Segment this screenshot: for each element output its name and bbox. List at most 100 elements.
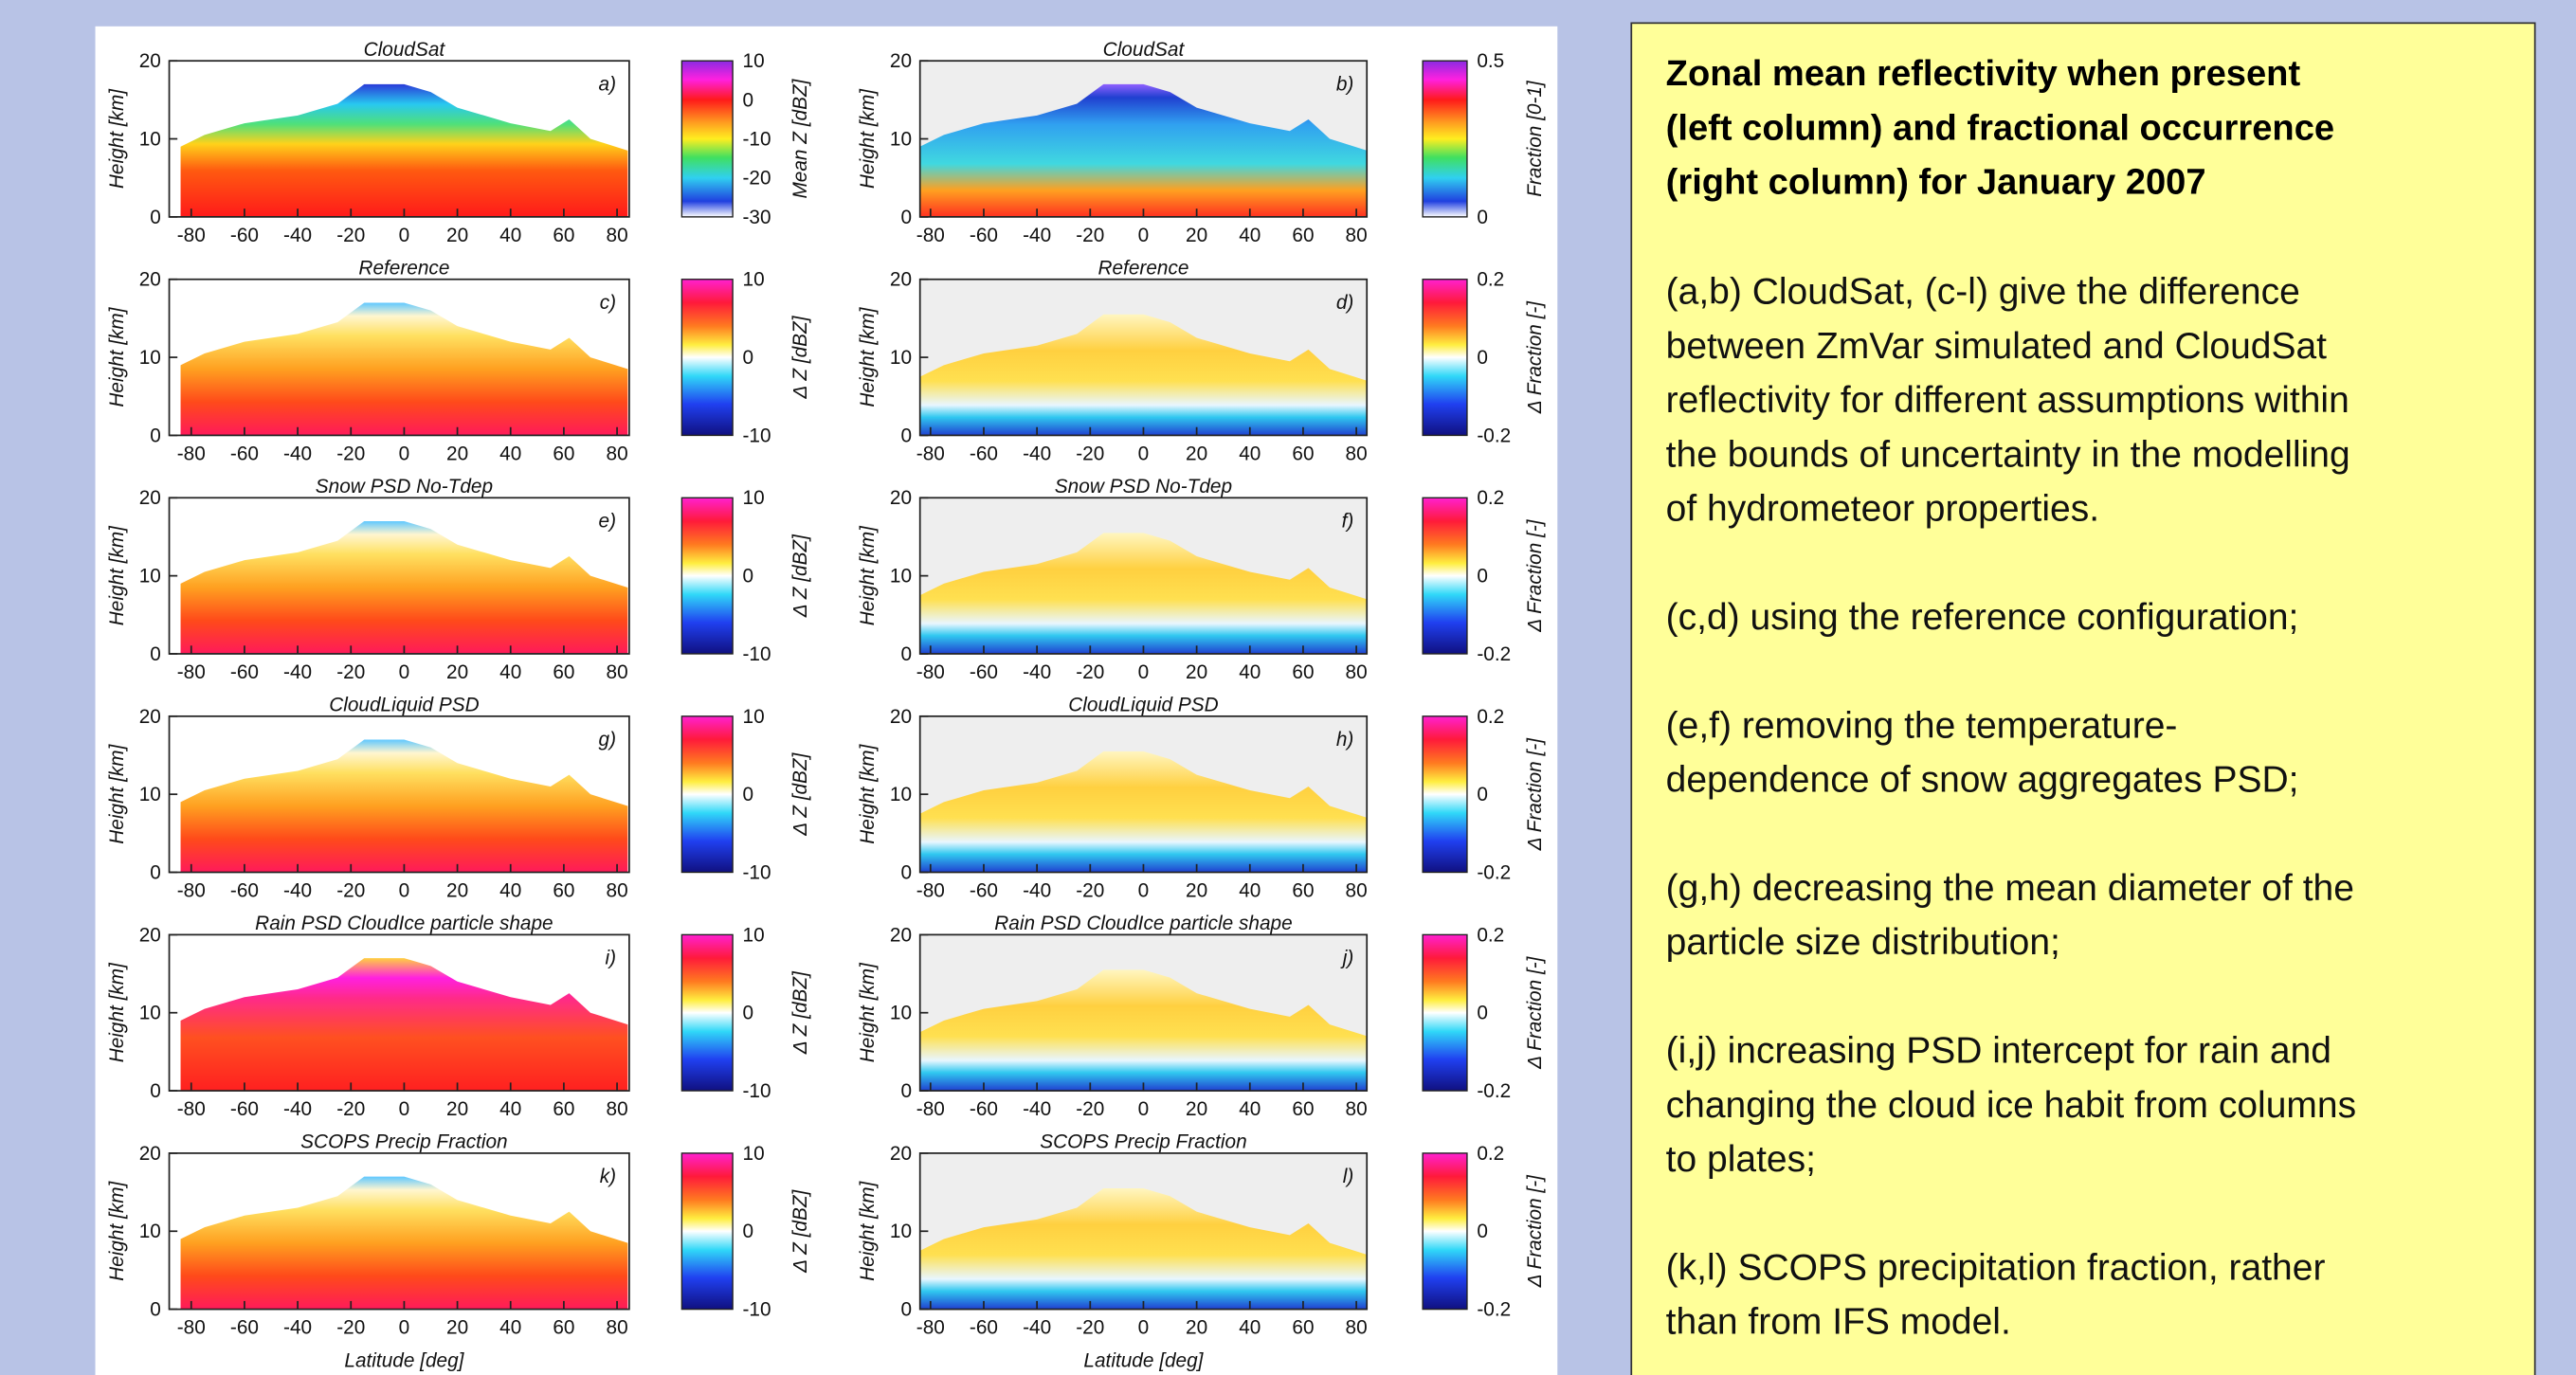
y-tick-label: 20 [139, 50, 161, 72]
colorbar-tick-label: 0.2 [1477, 924, 1504, 946]
x-tick-label: -40 [283, 661, 312, 683]
y-axis-label: Height [km] [106, 306, 128, 407]
x-tick-label: -60 [230, 225, 259, 246]
x-tick-label: 20 [1186, 443, 1207, 464]
colorbar-tick-label: 10 [743, 706, 765, 728]
panel-title: Snow PSD No-Tdep [1055, 476, 1232, 498]
colorbar-tick-label: 0 [1477, 566, 1488, 588]
x-tick-label: 40 [1239, 1098, 1261, 1120]
x-tick-label: 60 [553, 661, 574, 683]
colorbar-tick-label: 0 [743, 1221, 754, 1242]
colorbar [1422, 60, 1468, 218]
x-tick-label: 0 [399, 1317, 410, 1339]
paragraph-line: (i,j) increasing PSD intercept for rain … [1666, 1031, 2331, 1072]
x-tick-label: -40 [283, 225, 312, 246]
x-tick-label: -20 [1076, 225, 1104, 246]
text-box [1630, 22, 2536, 1375]
panel-letter: j) [1340, 948, 1354, 969]
x-tick-label: -60 [970, 443, 998, 464]
colorbar-tick-label: 0.2 [1477, 269, 1504, 291]
y-axis-label: Height [km] [106, 743, 128, 843]
x-tick-label: -80 [916, 443, 945, 464]
heatmap-field [180, 302, 628, 436]
heatmap-field [180, 958, 628, 1092]
colorbar-tick-label: 0 [1477, 347, 1488, 369]
x-tick-label: 80 [607, 225, 628, 246]
x-tick-label: -40 [1023, 880, 1051, 902]
x-tick-label: 0 [399, 880, 410, 902]
y-tick-label: 10 [139, 566, 161, 588]
paragraph-line: (e,f) removing the temperature- [1666, 705, 2178, 746]
x-tick-label: -20 [336, 443, 365, 464]
panel-title: Rain PSD CloudIce particle shape [255, 913, 553, 934]
colorbar-label: Δ Z [dBZ] [789, 534, 811, 618]
x-tick-label: -20 [1076, 1098, 1104, 1120]
y-axis-label: Height [km] [857, 88, 879, 189]
y-axis-label: Height [km] [857, 306, 879, 407]
x-tick-label: 80 [1346, 1098, 1368, 1120]
colorbar-tick-label: 0.2 [1477, 487, 1504, 509]
x-tick-label: -20 [336, 880, 365, 902]
x-tick-label: 20 [446, 225, 468, 246]
x-tick-label: -40 [283, 1317, 312, 1339]
x-tick-label: 80 [1346, 880, 1368, 902]
x-tick-label: 0 [1138, 443, 1150, 464]
panel-title: Snow PSD No-Tdep [316, 476, 493, 498]
x-tick-label: -60 [230, 1098, 259, 1120]
y-tick-label: 20 [139, 1143, 161, 1165]
x-tick-label: 80 [607, 1317, 628, 1339]
x-tick-label: 20 [1186, 880, 1207, 902]
y-tick-label: 0 [150, 861, 161, 883]
x-tick-label: 40 [499, 880, 521, 902]
colorbar-tick-label: 10 [743, 487, 765, 509]
y-axis-label: Height [km] [857, 962, 879, 1062]
x-tick-label: 60 [1292, 1317, 1314, 1339]
colorbar-tick-label: -20 [743, 168, 771, 190]
x-tick-label: -60 [230, 661, 259, 683]
x-tick-label: 40 [1239, 661, 1261, 683]
panel-title: Reference [1098, 258, 1188, 280]
y-axis-label: Height [km] [857, 525, 879, 625]
y-tick-label: 10 [139, 128, 161, 150]
colorbar-label: Δ Z [dBZ] [789, 970, 811, 1055]
x-tick-label: -80 [177, 880, 206, 902]
x-tick-label: -60 [970, 880, 998, 902]
x-tick-label: -40 [1023, 225, 1051, 246]
y-tick-label: 20 [139, 924, 161, 946]
colorbar [680, 933, 734, 1092]
colorbar-tick-label: 0 [1477, 207, 1488, 228]
x-tick-label: 40 [499, 661, 521, 683]
colorbar-tick-label: 0.5 [1477, 50, 1504, 72]
y-tick-label: 10 [139, 347, 161, 369]
figure-panel [95, 26, 1558, 1375]
x-tick-label: 60 [1292, 443, 1314, 464]
x-tick-label: 60 [1292, 880, 1314, 902]
colorbar-tick-label: -30 [743, 207, 771, 228]
x-tick-label: -60 [970, 661, 998, 683]
colorbar-tick-label: -10 [743, 1299, 771, 1321]
colorbar-label: Δ Z [dBZ] [789, 1188, 811, 1273]
x-tick-label: -60 [230, 880, 259, 902]
paragraph-line: reflectivity for different assumptions w… [1666, 380, 2349, 421]
x-tick-label: -80 [916, 1317, 945, 1339]
x-tick-label: -40 [1023, 1317, 1051, 1339]
colorbar-tick-label: -0.2 [1477, 425, 1511, 446]
heatmap-field [919, 751, 1368, 873]
x-tick-label: 40 [1239, 225, 1261, 246]
x-tick-label: -20 [336, 1317, 365, 1339]
colorbar [1422, 497, 1468, 655]
colorbar-tick-label: -0.2 [1477, 643, 1511, 665]
panel-letter: d) [1336, 292, 1354, 314]
x-tick-label: -20 [336, 1098, 365, 1120]
y-tick-label: 10 [890, 1003, 912, 1024]
paragraph-line: (a,b) CloudSat, (c-l) give the differenc… [1666, 272, 2300, 313]
x-axis-label: Latitude [deg] [344, 1349, 464, 1371]
colorbar-tick-label: -0.2 [1477, 1299, 1511, 1321]
y-axis-label: Height [km] [857, 1180, 879, 1280]
x-tick-label: 80 [1346, 1317, 1368, 1339]
y-tick-label: 10 [139, 1003, 161, 1024]
y-tick-label: 0 [150, 1080, 161, 1102]
panel-letter: k) [600, 1166, 616, 1187]
x-tick-label: 40 [1239, 880, 1261, 902]
x-tick-label: 20 [446, 1098, 468, 1120]
